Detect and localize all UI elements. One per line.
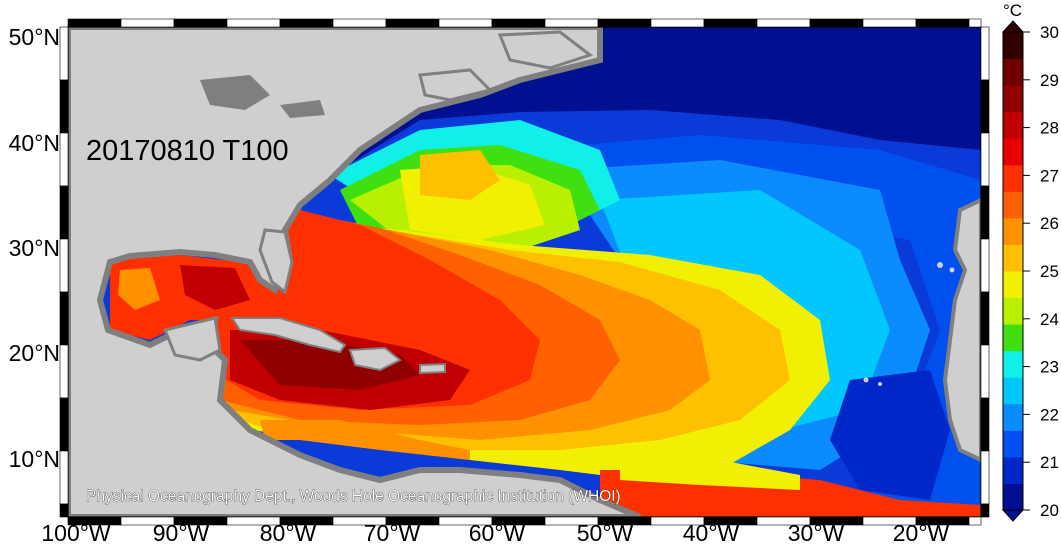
colorbar-label: 25: [1040, 262, 1059, 281]
frame-bar: [544, 18, 599, 28]
lon-label: 40°W: [683, 520, 740, 546]
colorbar-swatch: [1003, 111, 1023, 139]
colorbar-swatch: [1003, 217, 1023, 245]
lat-label: 10°N: [9, 446, 60, 472]
lon-label: 30°W: [788, 520, 845, 546]
colorbar-label: 28: [1040, 119, 1059, 138]
frame-bar: [59, 238, 69, 293]
frame-bar: [980, 185, 990, 240]
frame-bar: [385, 18, 440, 28]
colorbar-swatch: [1003, 244, 1023, 272]
lon-label: 80°W: [260, 520, 317, 546]
colorbar-swatch: [1003, 138, 1023, 166]
colorbar-swatch: [1003, 324, 1023, 352]
frame-bar: [59, 503, 69, 518]
lat-label: 30°N: [9, 235, 60, 261]
colorbar-swatch: [1003, 164, 1023, 192]
lon-label: 70°W: [364, 520, 421, 546]
colorbar-label: 20: [1040, 501, 1059, 520]
colorbar-swatch: [1003, 85, 1023, 113]
frame-bar: [173, 18, 228, 28]
frame-bar: [279, 18, 334, 28]
frame-bar: [968, 516, 982, 526]
frame-bar: [980, 397, 990, 452]
frame-bar: [59, 185, 69, 240]
frame-bar: [59, 26, 69, 81]
colorbar-label: 27: [1040, 166, 1059, 185]
colorbar-swatch: [1003, 403, 1023, 431]
frame-bar: [980, 503, 990, 518]
colorbar-swatch: [1003, 456, 1023, 484]
lon-label: 90°W: [153, 520, 210, 546]
frame-bar: [597, 18, 652, 28]
lon-label: 60°W: [469, 520, 526, 546]
lon-label: 100°W: [41, 520, 111, 546]
frame-bar: [756, 18, 811, 28]
colorbar-label: 22: [1040, 405, 1059, 424]
colorbar-label: 30: [1040, 23, 1059, 42]
colorbar-swatch: [1003, 58, 1023, 86]
frame-bar: [809, 18, 864, 28]
colorbar-swatch: [1003, 271, 1023, 299]
map-frame: [59, 18, 990, 526]
frame-bar: [491, 18, 546, 28]
colorbar-swatch: [1003, 377, 1023, 405]
frame-bar: [59, 450, 69, 505]
colorbar-label: 21: [1040, 453, 1059, 472]
lat-label: 20°N: [9, 340, 60, 366]
frame-bar: [980, 344, 990, 399]
colorbar-label: 24: [1040, 310, 1059, 329]
colorbar-label: 26: [1040, 214, 1059, 233]
frame-bar: [59, 291, 69, 346]
colorbar-swatches: [1003, 32, 1023, 511]
frame-bar: [862, 18, 917, 28]
frame-bar: [980, 26, 990, 81]
date-stamp: 20170810 T100: [86, 135, 289, 167]
colorbar-swatch: [1003, 32, 1023, 60]
frame-bar: [980, 79, 990, 134]
lat-label: 40°N: [9, 130, 60, 156]
frame-bar: [120, 18, 175, 28]
colorbar-swatch: [1003, 430, 1023, 458]
credit-line: Physical Oceanography Dept., Woods Hole …: [86, 488, 621, 505]
frame-bar: [59, 79, 69, 134]
frame-bar: [67, 18, 122, 28]
frame-bar: [438, 18, 493, 28]
colorbar-label: 23: [1040, 358, 1059, 377]
frame-bar: [968, 18, 982, 28]
colorbar-swatch: [1003, 191, 1023, 219]
frame-bar: [332, 18, 387, 28]
frame-bar: [980, 238, 990, 293]
frame-bar: [59, 397, 69, 452]
latitude-axis: 50°N 40°N 30°N 20°N 10°N: [9, 24, 60, 472]
frame-bar: [703, 18, 758, 28]
lat-label: 50°N: [9, 24, 60, 50]
colorbar: °C 30 29 28 27 26 25 24 23 22 21 20: [1001, 1, 1059, 522]
frame-bar: [59, 132, 69, 187]
frame-bar: [650, 18, 705, 28]
frame-bar: [980, 291, 990, 346]
sst-field: [68, 27, 981, 517]
colorbar-swatch: [1003, 350, 1023, 378]
frame-bar: [915, 18, 970, 28]
colorbar-bottom-arrow: [1001, 509, 1025, 522]
frame-bar: [980, 450, 990, 505]
colorbar-swatch: [1003, 297, 1023, 325]
colorbar-swatch: [1003, 483, 1023, 511]
lon-label: 50°W: [577, 520, 634, 546]
colorbar-top-arrow: [1001, 20, 1025, 33]
land-masses: [68, 27, 981, 517]
colorbar-unit: °C: [1003, 1, 1022, 20]
colorbar-label: 29: [1040, 71, 1059, 90]
frame-bar: [226, 18, 281, 28]
lon-label: 20°W: [893, 520, 950, 546]
frame-bar: [980, 132, 990, 187]
frame-bar: [59, 344, 69, 399]
longitude-axis: 100°W 90°W 80°W 70°W 60°W 50°W 40°W 30°W…: [41, 520, 949, 546]
